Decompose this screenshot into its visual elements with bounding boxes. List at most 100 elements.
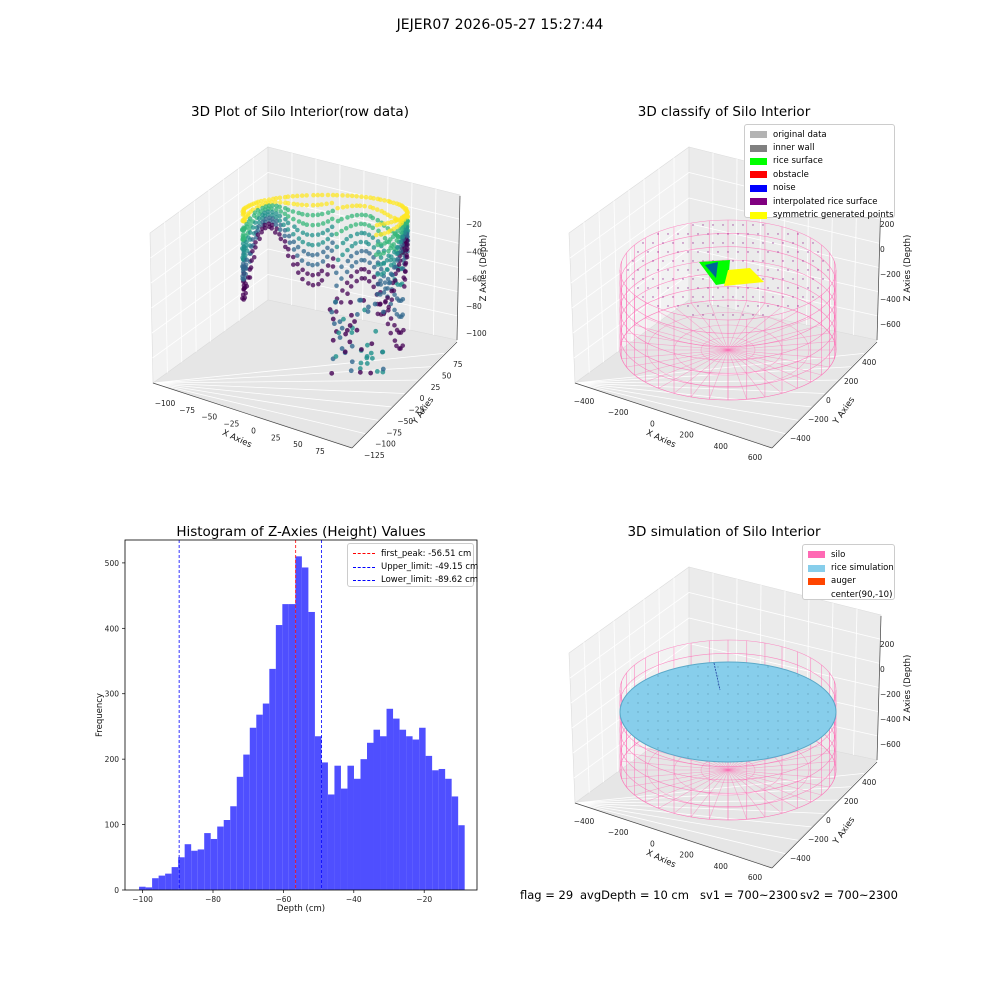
legend-entry: inner wall — [750, 141, 889, 154]
raw-y-axis-line — [351, 341, 458, 449]
sim-x-axis-label: X Axies — [645, 848, 678, 871]
sv2-text: sv2 = 700~2300 — [800, 888, 898, 902]
histogram-x-tick-label: −20 — [416, 895, 432, 904]
cls-y-tick-label: −400 — [790, 434, 811, 443]
legend-swatch — [750, 144, 767, 152]
sim-y-tick-label: 400 — [862, 778, 877, 787]
histogram-frame — [124, 539, 478, 891]
legend-label: noise — [773, 183, 796, 194]
legend-entry: interpolated rice surface — [750, 195, 889, 208]
legend-entry: rice surface — [750, 155, 889, 168]
sim-rice-mesh-points — [627, 666, 829, 758]
histogram-bar — [393, 718, 400, 890]
histogram-y-tick-label: 0 — [114, 886, 119, 895]
histogram-bar — [301, 567, 309, 890]
histogram-bar — [269, 668, 276, 890]
histogram-bar — [412, 739, 420, 890]
raw-point-cloud — [239, 192, 411, 376]
legend-label: obstacle — [773, 169, 809, 180]
histogram-bar — [367, 742, 374, 890]
legend-swatch — [353, 553, 375, 555]
legend-label: original data — [773, 129, 827, 140]
histogram-y-tick-label: 400 — [105, 624, 120, 633]
cls-z-tick-label: 200 — [880, 220, 895, 229]
sim-x-tick-label: −400 — [574, 817, 595, 826]
raw-y-tick-label: 0 — [420, 394, 425, 403]
histogram-bar — [347, 765, 354, 890]
sim-z-tick-label: −600 — [880, 740, 901, 749]
legend-label: Upper_limit: -49.15 cm — [381, 562, 479, 573]
histogram-bar — [243, 754, 250, 890]
legend-entry: rice simulation — [808, 561, 894, 574]
sim-x-tick-label: 400 — [714, 862, 729, 871]
histogram-bar — [178, 857, 185, 890]
raw-z-tick-label: −100 — [466, 329, 487, 338]
raw-y-tick-label: −25 — [409, 406, 425, 415]
cls-noise-points — [705, 262, 718, 278]
cls-x-tick-label: −200 — [608, 408, 629, 417]
cls-silo-wireframe — [619, 219, 837, 401]
sim-z-tick-label: −400 — [880, 715, 901, 724]
histogram-y-axis-label: Frequency — [95, 693, 105, 737]
cls-z-tick-label: −600 — [880, 320, 901, 329]
raw-y-tick-label: −100 — [375, 440, 396, 449]
histogram-bar — [314, 736, 322, 890]
histogram-bar — [256, 714, 263, 890]
sim-x-tick-label: 600 — [748, 873, 763, 882]
histogram-chart: −100 −80 −60 −40 −20 0 100 200 300 400 500 Depth (c… — [95, 539, 478, 914]
raw-z-axis-line — [456, 195, 461, 341]
legend-swatch — [808, 591, 825, 598]
cls-symmetric-points — [724, 268, 764, 286]
raw-x-tick-label: −75 — [179, 406, 195, 415]
histogram-y-tick-label: 500 — [105, 559, 120, 568]
cls-x-tick-label: 600 — [748, 453, 763, 462]
legend-swatch — [750, 184, 767, 192]
legend-label: Lower_limit: -89.62 cm — [381, 575, 479, 586]
histogram-x-tick-label: −40 — [346, 895, 362, 904]
sim-z-axis-line — [876, 615, 882, 761]
legend-swatch — [353, 579, 375, 581]
cls-z-tick-label: 0 — [880, 245, 885, 254]
legend-label: inner wall — [773, 143, 815, 154]
raw-gridlines — [150, 152, 460, 435]
raw-x-tick-label: 25 — [271, 433, 281, 442]
classify-legend: original data inner wall rice surface obsta… — [744, 124, 895, 221]
histogram-bar — [249, 727, 257, 890]
sim-y-tick-label: −200 — [808, 835, 829, 844]
legend-entry: Upper_limit: -49.15 cm — [353, 560, 478, 573]
cls-y-tick-label: −200 — [808, 415, 829, 424]
legend-entry: obstacle — [750, 168, 889, 181]
cls-x-tick-label: 200 — [679, 431, 694, 440]
legend-entry: original data — [750, 128, 889, 141]
cls-y-axis-line — [771, 341, 878, 449]
histogram-bar — [458, 825, 465, 890]
cls-z-tick-label: −400 — [880, 295, 901, 304]
sim-y-axis-label: Y Axies — [831, 815, 858, 847]
raw-y-tick-label: 25 — [431, 383, 441, 392]
legend-label: rice surface — [773, 156, 823, 167]
cls-z-tick-label: −200 — [880, 270, 901, 279]
legend-label: interpolated rice surface — [773, 196, 878, 207]
histogram-bar — [262, 703, 270, 890]
histogram-bar — [191, 850, 198, 890]
legend-swatch — [750, 131, 767, 139]
histogram-bar — [139, 886, 146, 890]
raw-y-tick-label: −75 — [386, 428, 402, 437]
histogram-x-axis-label: Depth (cm) — [277, 904, 325, 914]
cls-y-tick-label: 0 — [826, 396, 831, 405]
histogram-y-tick-label: 100 — [105, 821, 120, 830]
histogram-bar — [230, 806, 237, 890]
histogram-bar — [438, 768, 446, 890]
sim-z-tick-label: −200 — [880, 690, 901, 699]
legend-label: symmetric generated points — [773, 210, 894, 221]
classify-3d-plot: −400 −200 0 200 400 600 −400 −200 0 200 400 200 0 −20… — [568, 146, 913, 462]
histogram-bar — [145, 887, 153, 890]
cls-z-axis-label: Z Axies (Depth) — [903, 235, 913, 302]
legend-swatch — [750, 157, 767, 165]
sim-y-tick-label: −400 — [790, 854, 811, 863]
raw-x-tick-label: 75 — [315, 447, 325, 456]
legend-swatch — [750, 198, 767, 206]
legend-entry: noise — [750, 182, 889, 195]
cls-y-tick-label: 400 — [862, 358, 877, 367]
histogram-bar — [165, 873, 172, 890]
